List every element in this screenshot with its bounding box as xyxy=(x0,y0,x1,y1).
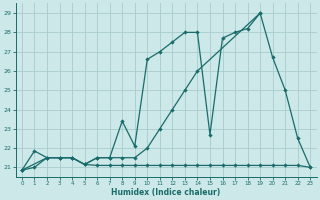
X-axis label: Humidex (Indice chaleur): Humidex (Indice chaleur) xyxy=(111,188,221,197)
